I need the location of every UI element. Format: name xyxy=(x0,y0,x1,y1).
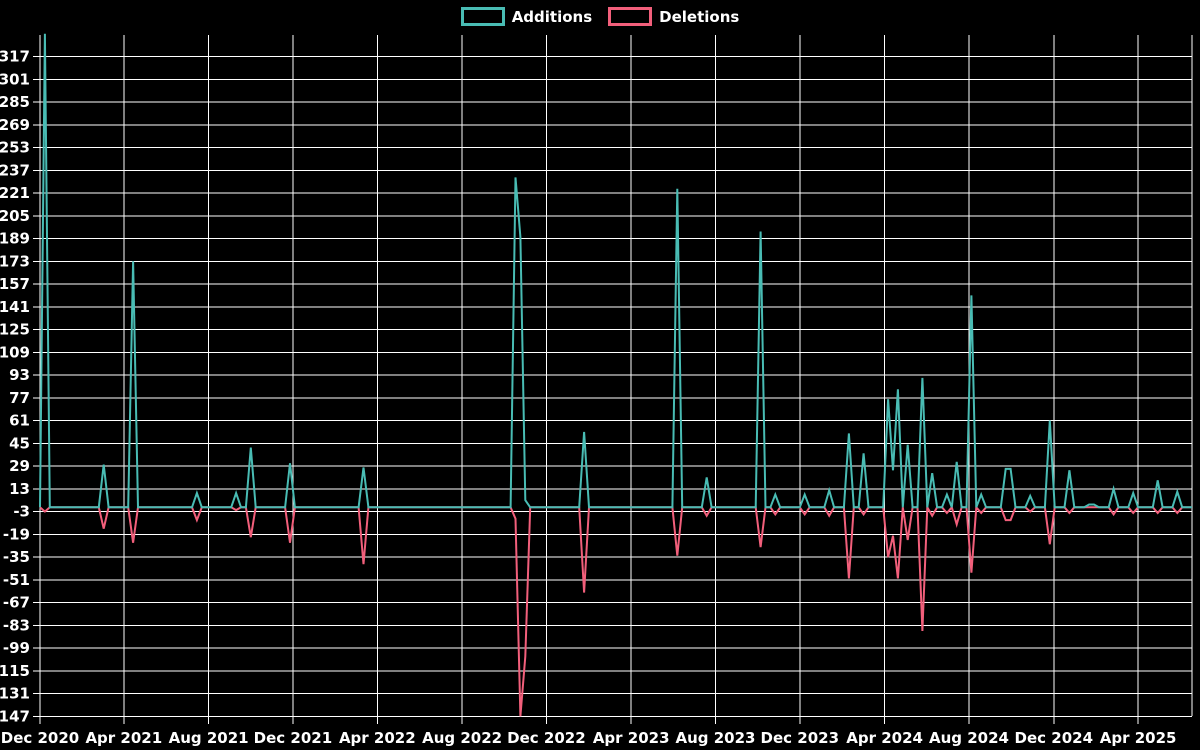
svg-text:Apr 2022: Apr 2022 xyxy=(339,729,416,747)
svg-text:Dec 2023: Dec 2023 xyxy=(761,729,840,747)
svg-text:221: 221 xyxy=(0,184,30,202)
chart-legend: Additions Deletions xyxy=(0,7,1200,26)
additions-line xyxy=(40,34,1192,508)
y-gridlines xyxy=(33,57,1192,717)
svg-text:-19: -19 xyxy=(3,525,30,543)
svg-text:93: 93 xyxy=(9,366,30,384)
y-tick-labels: 317 301 285 269 253 237 221 205 189 173 157 141 125 1… xyxy=(0,48,30,726)
x-tick-labels: Dec 2020 Apr 2021 Aug 2021 Dec 2021 Apr 2022… xyxy=(1,729,1177,747)
chart-svg: 317 301 285 269 253 237 221 205 189 173 157 141 125 1… xyxy=(0,0,1200,750)
svg-text:29: 29 xyxy=(9,457,30,475)
svg-text:Dec 2020: Dec 2020 xyxy=(1,729,80,747)
svg-text:-131: -131 xyxy=(0,685,30,703)
legend-item-deletions[interactable]: Deletions xyxy=(608,7,739,26)
svg-text:-35: -35 xyxy=(3,548,30,566)
svg-text:125: 125 xyxy=(0,321,30,339)
svg-text:-147: -147 xyxy=(0,707,30,725)
svg-text:205: 205 xyxy=(0,207,30,225)
svg-text:-3: -3 xyxy=(13,503,30,521)
svg-text:285: 285 xyxy=(0,93,30,111)
deletions-line xyxy=(40,507,1192,716)
svg-text:-99: -99 xyxy=(3,639,30,657)
chart-plot-area: 317 301 285 269 253 237 221 205 189 173 157 141 125 1… xyxy=(0,0,1200,750)
svg-text:269: 269 xyxy=(0,116,30,134)
svg-text:Dec 2021: Dec 2021 xyxy=(254,729,333,747)
svg-text:-115: -115 xyxy=(0,662,30,680)
svg-text:-83: -83 xyxy=(3,616,30,634)
legend-label-additions: Additions xyxy=(512,8,592,26)
svg-text:157: 157 xyxy=(0,275,30,293)
svg-text:Aug 2021: Aug 2021 xyxy=(169,729,249,747)
legend-label-deletions: Deletions xyxy=(659,8,739,26)
svg-text:301: 301 xyxy=(0,70,30,88)
svg-text:Apr 2024: Apr 2024 xyxy=(846,729,923,747)
svg-text:Aug 2024: Aug 2024 xyxy=(929,729,1009,747)
svg-text:Dec 2022: Dec 2022 xyxy=(507,729,586,747)
svg-text:45: 45 xyxy=(9,434,30,452)
svg-text:173: 173 xyxy=(0,252,30,270)
svg-text:77: 77 xyxy=(9,389,30,407)
deletions-swatch-icon xyxy=(608,7,652,26)
svg-text:-51: -51 xyxy=(3,571,30,589)
svg-text:Aug 2022: Aug 2022 xyxy=(422,729,502,747)
svg-text:61: 61 xyxy=(9,412,30,430)
svg-text:Apr 2023: Apr 2023 xyxy=(593,729,670,747)
svg-text:237: 237 xyxy=(0,161,30,179)
svg-text:13: 13 xyxy=(9,480,30,498)
svg-text:-67: -67 xyxy=(3,594,30,612)
x-gridlines xyxy=(40,35,1192,724)
code-frequency-chart: 317 301 285 269 253 237 221 205 189 173 157 141 125 1… xyxy=(0,0,1200,750)
svg-text:Dec 2024: Dec 2024 xyxy=(1015,729,1094,747)
svg-text:109: 109 xyxy=(0,343,30,361)
svg-text:141: 141 xyxy=(0,298,30,316)
additions-swatch-icon xyxy=(461,7,505,26)
svg-text:189: 189 xyxy=(0,230,30,248)
legend-item-additions[interactable]: Additions xyxy=(461,7,592,26)
svg-text:253: 253 xyxy=(0,139,30,157)
svg-text:Aug 2023: Aug 2023 xyxy=(676,729,756,747)
svg-text:Apr 2021: Apr 2021 xyxy=(85,729,162,747)
svg-text:Apr 2025: Apr 2025 xyxy=(1100,729,1177,747)
svg-text:317: 317 xyxy=(0,48,30,66)
